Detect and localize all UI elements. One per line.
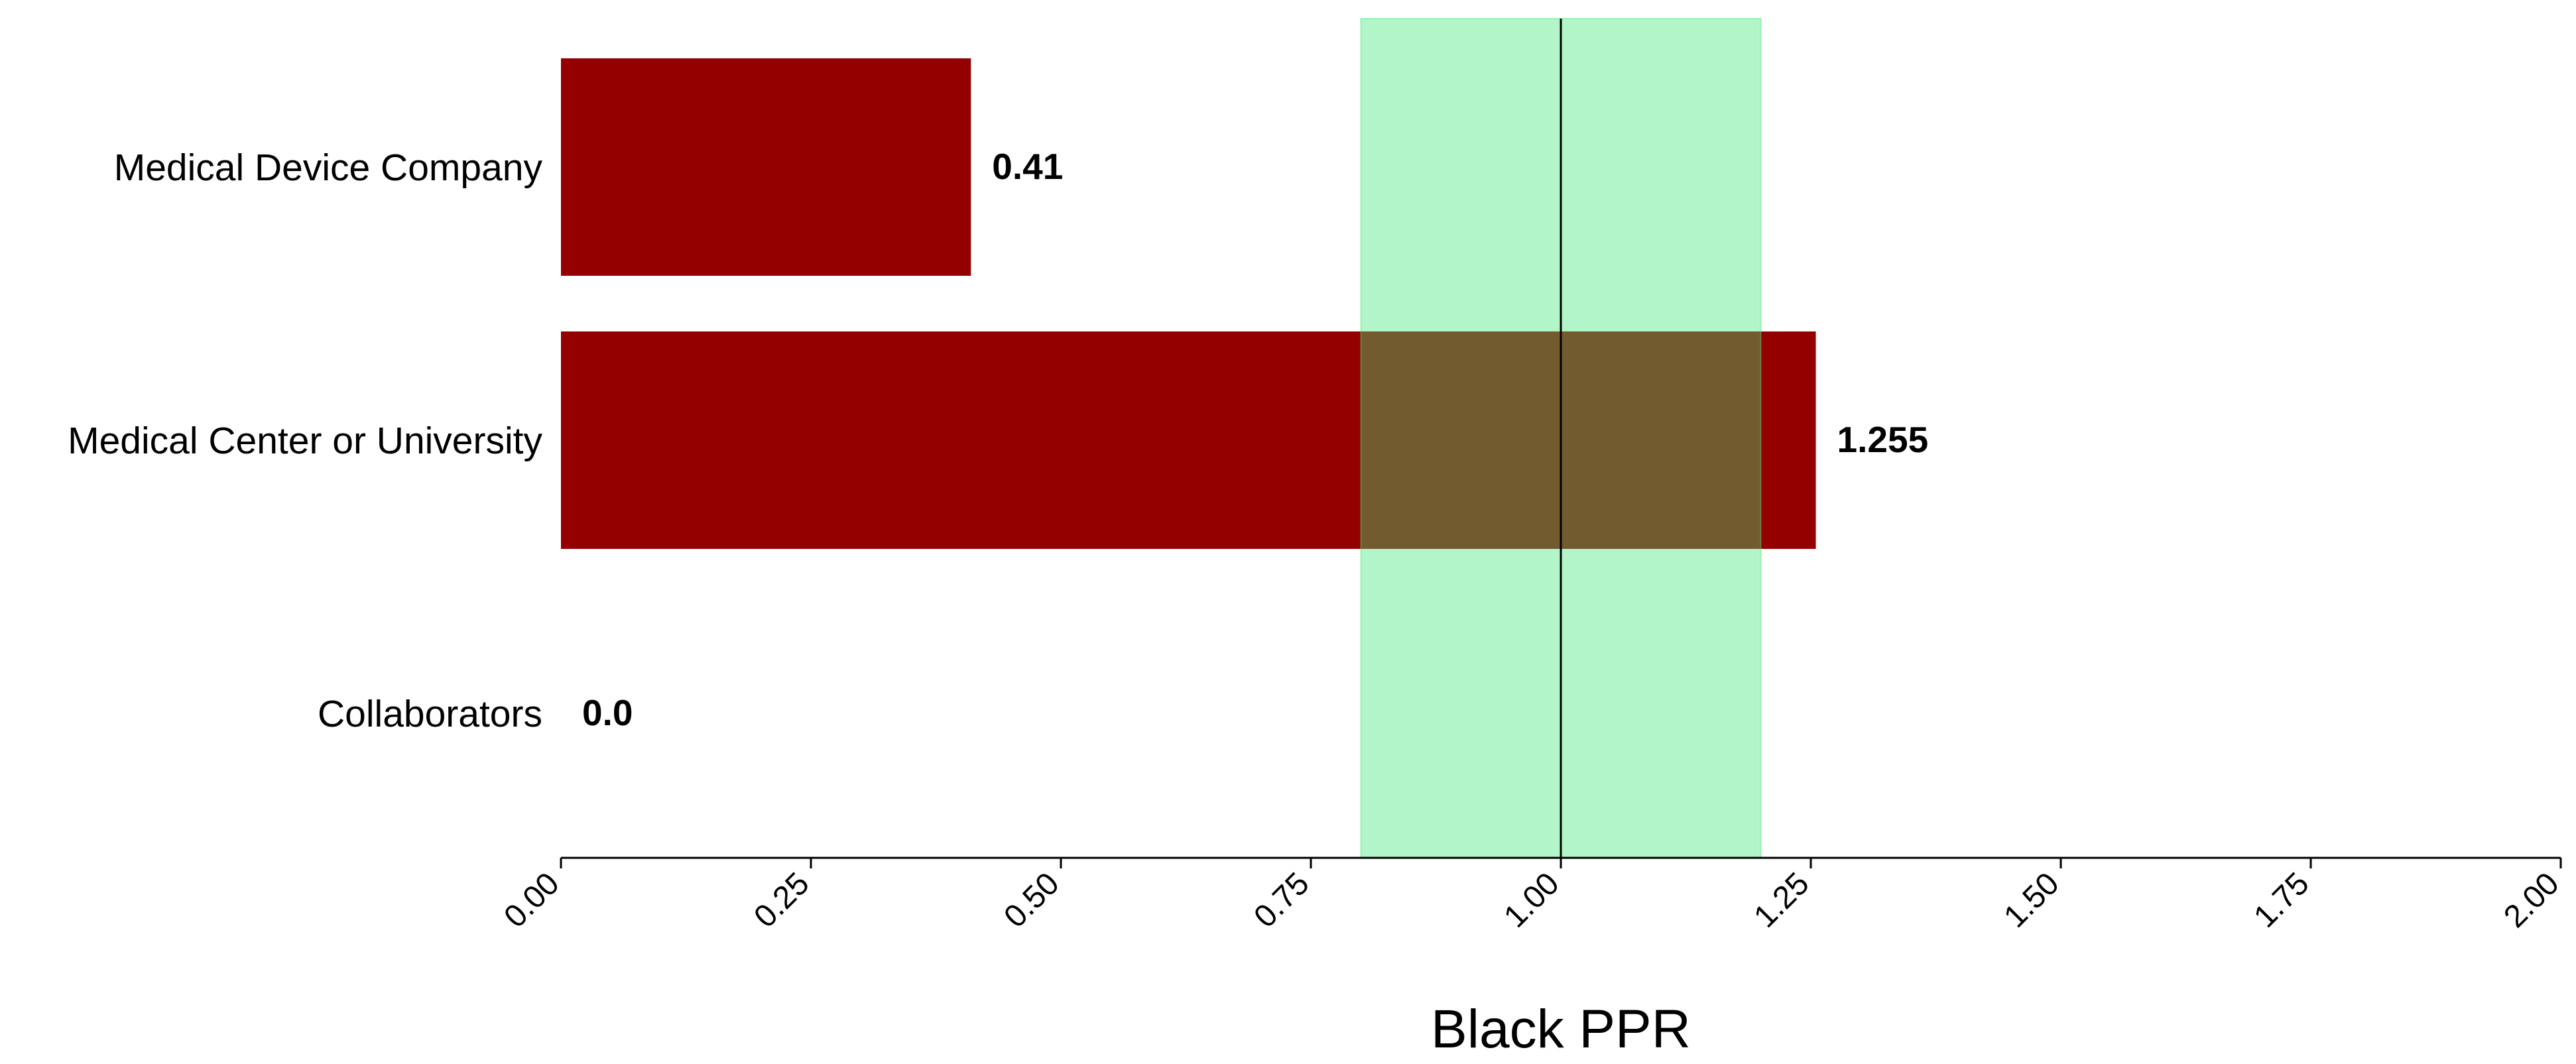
value-label-0: 0.41 xyxy=(992,146,1063,187)
x-axis-title: Black PPR xyxy=(1431,999,1691,1059)
x-tick-label-6: 1.50 xyxy=(1997,866,2066,935)
bars-layer xyxy=(561,58,1816,549)
value-label-2: 0.0 xyxy=(582,692,633,733)
x-tick-label-2: 0.50 xyxy=(997,866,1066,935)
x-tick-label-8: 2.00 xyxy=(2497,866,2566,935)
x-tick-label-4: 1.00 xyxy=(1497,866,1566,935)
reference-band-layer xyxy=(1360,18,1762,858)
value-label-1: 1.255 xyxy=(1837,419,1929,460)
category-label-0: Medical Device Company xyxy=(114,147,543,189)
x-axis: 0.00 0.25 0.50 0.75 1.00 1.25 1.50 1.75 2.00 xyxy=(497,857,2566,935)
labels-layer: Medical Device Company 0.41 Medical Center… xyxy=(68,146,1928,735)
bar-0 xyxy=(561,58,971,276)
category-label-1: Medical Center or University xyxy=(68,420,542,462)
x-tick-label-0: 0.00 xyxy=(497,866,566,935)
x-tick-label-1: 0.25 xyxy=(747,866,816,935)
bar-1 xyxy=(561,331,1816,549)
x-tick-label-7: 1.75 xyxy=(2247,866,2316,935)
x-tick-label-3: 0.75 xyxy=(1247,866,1316,935)
category-label-2: Collaborators xyxy=(318,693,542,735)
x-tick-label-5: 1.25 xyxy=(1747,866,1816,935)
